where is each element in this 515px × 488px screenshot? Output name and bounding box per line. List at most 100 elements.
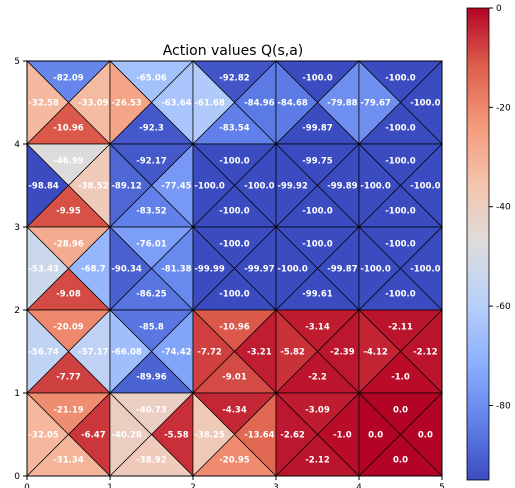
value-label-bottom: -83.54	[219, 123, 249, 133]
value-label-top: -100.0	[385, 240, 415, 250]
colorbar-tick-label: -60	[496, 302, 511, 312]
value-label-left: -89.12	[111, 182, 141, 192]
value-label-bottom: -31.34	[53, 455, 83, 465]
value-label-left: -66.08	[111, 348, 141, 358]
value-label-right: -84.96	[244, 99, 274, 109]
value-label-right: -99.87	[327, 265, 357, 275]
value-label-right: -100.0	[410, 265, 440, 275]
value-label-top: -20.09	[53, 323, 83, 333]
value-label-bottom: -7.77	[56, 372, 81, 382]
value-label-top: -28.96	[53, 240, 83, 250]
value-label-left: -53.43	[28, 265, 58, 275]
value-label-top: -40.73	[136, 406, 166, 416]
value-label-bottom: -100.0	[385, 289, 415, 299]
value-label-bottom: -92.3	[139, 123, 164, 133]
value-label-top: 0.0	[393, 406, 408, 416]
value-label-right: -68.7	[81, 265, 106, 275]
value-label-top: -4.34	[222, 406, 247, 416]
value-label-right: -13.64	[244, 431, 274, 441]
x-tick-label: 5	[439, 483, 445, 488]
value-label-top: -85.8	[139, 323, 164, 333]
value-label-bottom: -100.0	[219, 206, 249, 216]
y-tick-label: 2	[14, 306, 20, 316]
value-label-top: -65.06	[136, 74, 166, 84]
colorbar-tick-label: -40	[496, 203, 511, 213]
value-label-bottom: -2.2	[308, 372, 327, 382]
value-label-right: -33.09	[78, 99, 108, 109]
heatmap-triangles	[26, 60, 443, 477]
value-label-left: -2.62	[280, 431, 305, 441]
value-label-left: -56.74	[28, 348, 58, 358]
value-label-left: -61.68	[194, 99, 224, 109]
value-label-right: -77.45	[161, 182, 191, 192]
colorbar-tick-label: -80	[496, 401, 511, 411]
value-label-bottom: -10.96	[53, 123, 83, 133]
value-label-bottom: -38.92	[136, 455, 166, 465]
value-label-right: -5.58	[164, 431, 189, 441]
value-label-right: -63.64	[161, 99, 191, 109]
value-label-bottom: -20.95	[219, 455, 249, 465]
y-tick-label: 4	[14, 140, 20, 150]
value-label-left: -100.0	[360, 265, 390, 275]
value-label-right: -81.38	[161, 265, 191, 275]
value-label-right: -3.21	[247, 348, 272, 358]
value-label-top: -3.09	[305, 406, 330, 416]
y-tick-label: 0	[14, 472, 20, 482]
value-label-bottom: -83.52	[136, 206, 166, 216]
value-label-bottom: -9.01	[222, 372, 247, 382]
value-label-right: -1.0	[333, 431, 352, 441]
axes: 0 1 2 3 4 5 0 1 2 3 4 5	[14, 57, 445, 488]
value-label-left: -40.28	[111, 431, 141, 441]
x-tick-label: 3	[273, 483, 279, 488]
value-label-bottom: -100.0	[302, 206, 332, 216]
value-label-top: -46.99	[53, 157, 83, 167]
value-label-right: -6.47	[81, 431, 106, 441]
colorbar-tick-label: -20	[496, 103, 511, 113]
value-label-left: -79.67	[360, 99, 390, 109]
colorbar-tick-label: 0	[496, 4, 502, 14]
value-label-bottom: -99.87	[302, 123, 332, 133]
value-label-top: -3.14	[305, 323, 330, 333]
value-label-right: -79.88	[327, 99, 357, 109]
value-label-top: -100.0	[385, 74, 415, 84]
value-label-bottom: -100.0	[385, 206, 415, 216]
x-tick-label: 1	[107, 483, 113, 488]
value-label-right: -100.0	[410, 99, 440, 109]
value-label-left: -5.82	[280, 348, 305, 358]
plot-frame	[26, 60, 443, 477]
y-tick-label: 5	[14, 57, 20, 67]
y-tick-label: 1	[14, 389, 20, 399]
value-label-left: -32.05	[28, 431, 58, 441]
value-label-bottom: -9.95	[56, 206, 81, 216]
value-label-top: -100.0	[219, 240, 249, 250]
value-label-bottom: -99.61	[302, 289, 332, 299]
value-label-bottom: -100.0	[219, 289, 249, 299]
value-label-top: -100.0	[219, 157, 249, 167]
value-label-top: -76.01	[136, 240, 166, 250]
value-label-left: -100.0	[194, 182, 224, 192]
value-label-right: -38.52	[78, 182, 108, 192]
value-label-bottom: -89.96	[136, 372, 166, 382]
value-label-right: -2.39	[330, 348, 355, 358]
value-label-top: -100.0	[385, 157, 415, 167]
value-label-top: -99.75	[302, 157, 332, 167]
value-label-bottom: -2.12	[305, 455, 330, 465]
value-label-top: -92.17	[136, 157, 166, 167]
value-label-left: -26.53	[111, 99, 141, 109]
value-label-right: 0.0	[418, 431, 433, 441]
value-label-left: 0.0	[368, 431, 383, 441]
value-label-left: -38.25	[194, 431, 224, 441]
value-label-left: -98.84	[28, 182, 58, 192]
x-tick-label: 4	[356, 483, 362, 488]
value-labels: -82.09 -32.58 -33.09 -10.96 -65.06 -26.53 -63.…	[28, 74, 440, 466]
value-label-top: -21.19	[53, 406, 83, 416]
value-label-right: -99.89	[327, 182, 357, 192]
value-label-top: -10.96	[219, 323, 249, 333]
value-label-top: -100.0	[302, 240, 332, 250]
value-label-left: -7.72	[197, 348, 222, 358]
value-label-bottom: 0.0	[393, 455, 408, 465]
value-label-top: -100.0	[302, 74, 332, 84]
value-label-right: -74.42	[161, 348, 191, 358]
value-label-bottom: -86.25	[136, 289, 166, 299]
value-label-right: -2.12	[413, 348, 438, 358]
